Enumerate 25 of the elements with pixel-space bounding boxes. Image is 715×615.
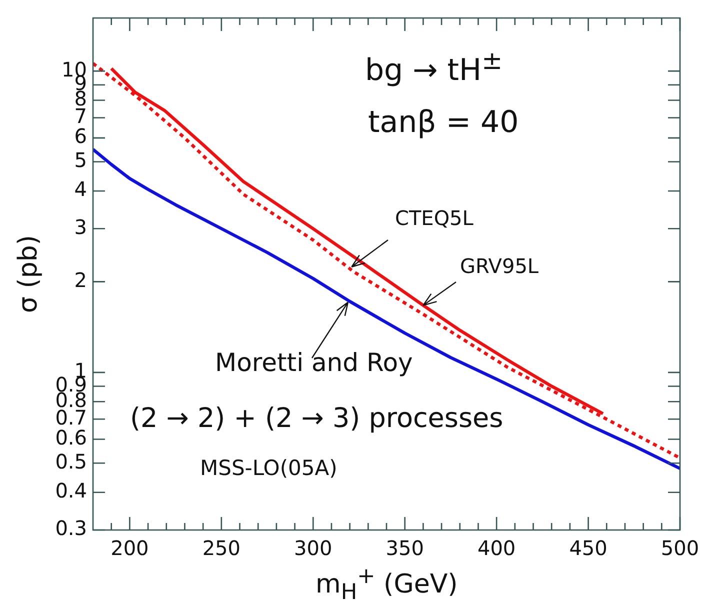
x-axis-title: m$_{H}$$^{+}$ (GeV)	[316, 564, 458, 605]
y-tick-label: 6	[74, 124, 88, 148]
x-tick-label: 400	[477, 536, 516, 560]
x-tick-label: 350	[386, 536, 424, 560]
y-axis-title: σ (pb)	[13, 234, 44, 314]
x-tick-label: 450	[569, 536, 608, 560]
annotation: bg → tH$^{±}$	[365, 46, 503, 88]
x-tick-label: 250	[202, 536, 241, 560]
x-tick-label: 500	[660, 536, 700, 560]
y-tick-label: 5	[74, 148, 88, 172]
y-tick-label: 0.5	[55, 449, 88, 474]
y-tick-label: 0.4	[55, 478, 88, 503]
y-tick-label: 0.6	[55, 425, 88, 450]
x-tick-label: 300	[294, 536, 332, 560]
y-tick-label: 0.3	[55, 516, 88, 540]
annotation: CTEQ5L	[395, 206, 474, 230]
annotation: tanβ = 40	[368, 105, 519, 140]
x-tick-label: 200	[110, 536, 149, 560]
annotation: (2 → 2) + (2 → 3) processes	[130, 403, 504, 434]
annotation: GRV95L	[460, 254, 539, 278]
y-tick-label: 3	[74, 214, 88, 239]
y-tick-label: 4	[74, 177, 88, 202]
annotation: MSS-LO(05A)	[200, 456, 338, 480]
y-tick-label: 2	[74, 268, 88, 292]
annotation: Moretti and Roy	[215, 348, 413, 377]
